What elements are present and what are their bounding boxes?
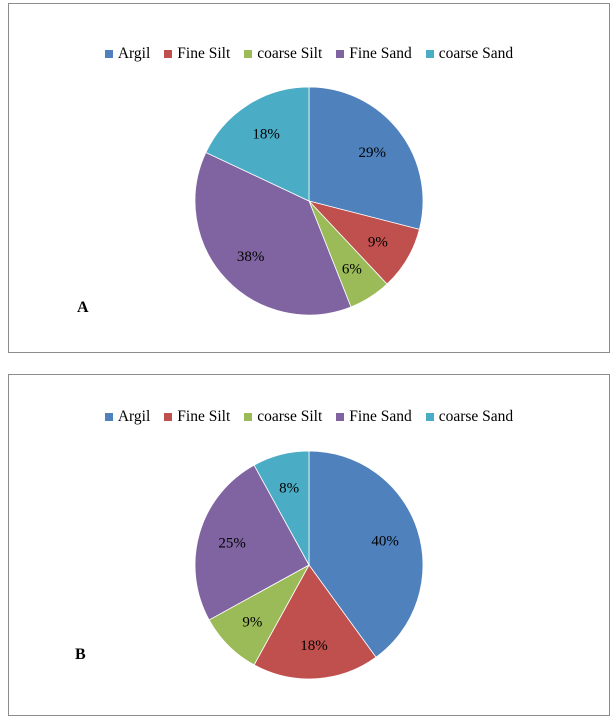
- legend-item-argil: Argil: [104, 45, 151, 63]
- data-label-fine-silt: 18%: [300, 638, 328, 654]
- chart-panel-b: Argil Fine Silt coarse Silt Fine Sand co…: [8, 374, 610, 716]
- legend-swatch-argil: [104, 413, 113, 421]
- pie-chart-b: 40% 18% 9% 25% 8%: [194, 450, 424, 680]
- legend-item-fine-silt: Fine Silt: [164, 408, 230, 426]
- legend-label-coarse-silt: coarse Silt: [257, 408, 323, 425]
- legend-swatch-coarse-silt: [244, 413, 253, 421]
- legend-item-coarse-silt: coarse Silt: [244, 408, 322, 426]
- pie-slice-fine-sand: [194, 464, 310, 621]
- pie-slice-argil: [308, 86, 424, 230]
- legend-item-argil: Argil: [104, 408, 151, 426]
- pie-slice-coarse-sand: [253, 450, 310, 566]
- legend-swatch-fine-silt: [164, 413, 173, 421]
- legend-label-coarse-silt: coarse Silt: [257, 45, 323, 62]
- legend-label-argil: Argil: [117, 408, 151, 425]
- legend-swatch-coarse-silt: [244, 50, 253, 58]
- legend-swatch-fine-sand: [336, 413, 345, 421]
- pie-slice-argil: [308, 450, 424, 658]
- legend-label-coarse-sand: coarse Sand: [438, 45, 514, 62]
- legend-label-coarse-sand: coarse Sand: [438, 408, 514, 425]
- legend-item-coarse-sand: coarse Sand: [425, 408, 514, 426]
- data-label-fine-sand: 25%: [218, 536, 246, 552]
- data-label-argil: 29%: [358, 145, 386, 161]
- data-label-coarse-sand: 8%: [279, 481, 299, 497]
- legend-label-fine-sand: Fine Sand: [349, 408, 412, 425]
- pie-slice-fine-silt: [253, 564, 377, 680]
- legend-label-fine-silt: Fine Silt: [177, 45, 231, 62]
- data-label-coarse-sand: 18%: [252, 126, 280, 142]
- pie-slice-coarse-sand: [205, 86, 310, 202]
- legend-swatch-coarse-sand: [425, 50, 434, 58]
- legend-item-coarse-silt: coarse Silt: [244, 45, 322, 63]
- legend-label-argil: Argil: [117, 45, 151, 62]
- data-label-argil: 40%: [371, 533, 399, 549]
- pie-slice-fine-sand: [194, 151, 352, 316]
- legend-item-fine-sand: Fine Sand: [336, 45, 412, 63]
- legend-swatch-fine-sand: [336, 50, 345, 58]
- legend-item-fine-sand: Fine Sand: [336, 408, 412, 426]
- data-label-coarse-silt: 9%: [242, 615, 262, 631]
- legend-swatch-fine-silt: [164, 50, 173, 58]
- legend-label-fine-silt: Fine Silt: [177, 408, 231, 425]
- pie-chart-a: 29% 9% 6% 38% 18%: [194, 86, 424, 316]
- legend-item-fine-silt: Fine Silt: [164, 45, 230, 63]
- legend-swatch-argil: [104, 50, 113, 58]
- data-label-coarse-silt: 6%: [342, 262, 362, 278]
- legend-label-fine-sand: Fine Sand: [349, 45, 412, 62]
- legend-item-coarse-sand: coarse Sand: [425, 45, 514, 63]
- legend-a: Argil Fine Silt coarse Silt Fine Sand co…: [9, 45, 609, 63]
- legend-swatch-coarse-sand: [425, 413, 434, 421]
- panel-label-b: B: [75, 646, 86, 663]
- legend-b: Argil Fine Silt coarse Silt Fine Sand co…: [9, 408, 609, 426]
- data-label-fine-sand: 38%: [237, 249, 264, 265]
- data-label-fine-silt: 9%: [368, 235, 388, 251]
- chart-panel-a: Argil Fine Silt coarse Silt Fine Sand co…: [8, 3, 610, 353]
- panel-label-a: A: [77, 299, 89, 316]
